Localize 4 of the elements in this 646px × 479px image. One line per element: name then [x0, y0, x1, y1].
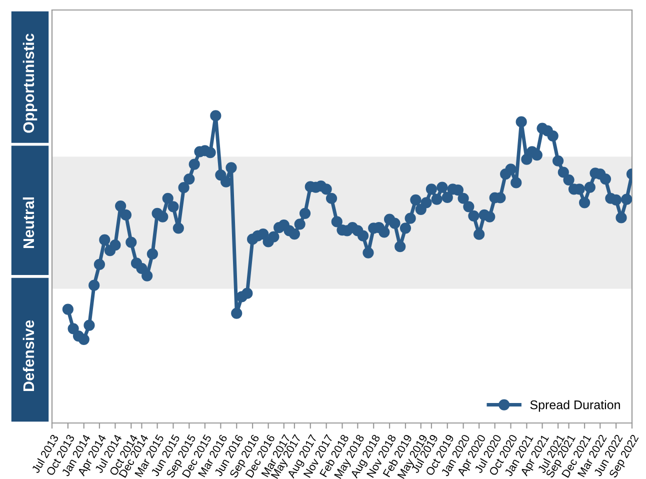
text: Opportunistic [22, 34, 38, 133]
legend-label: Spread Duration [530, 400, 620, 412]
text: Defensive [22, 320, 34, 391]
text: Neutral [22, 197, 34, 248]
